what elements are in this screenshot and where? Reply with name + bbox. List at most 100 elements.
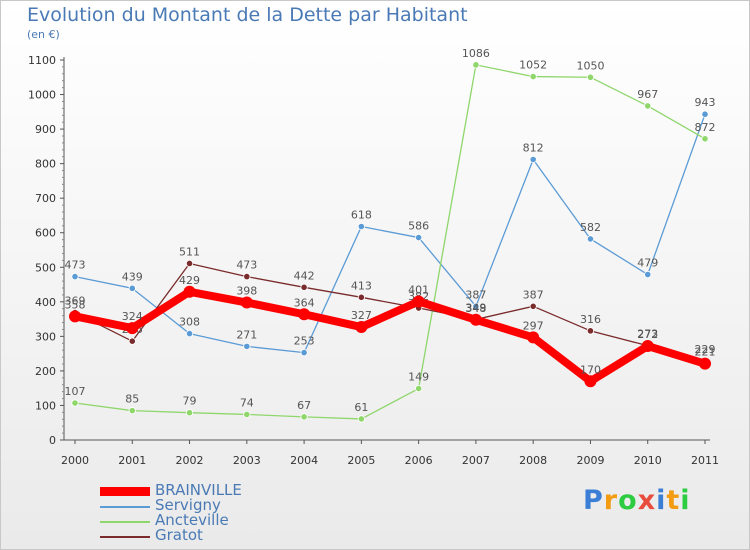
data-point-servigny	[415, 233, 423, 242]
data-point-servigny	[71, 272, 79, 281]
logo-letter: i	[656, 485, 667, 516]
data-label-gratot: 369	[65, 295, 86, 308]
x-tick-label: 2004	[290, 454, 318, 467]
data-label-ancteville: 1050	[576, 59, 604, 72]
series-line-servigny	[74, 113, 706, 354]
x-tick-label: 2000	[61, 454, 89, 467]
data-label-servigny: 387	[465, 288, 486, 301]
x-tick-label: 2006	[405, 454, 433, 467]
data-point-servigny	[701, 110, 709, 118]
x-tick-label: 2009	[576, 454, 604, 467]
data-point-brainville	[69, 310, 81, 323]
data-point-gratot	[185, 259, 194, 268]
x-tick-label: 2011	[691, 454, 719, 467]
data-point-brainville	[527, 331, 540, 344]
y-tick-label: 100	[35, 399, 56, 412]
data-point-ancteville	[185, 409, 194, 417]
y-tick-label: 1000	[28, 89, 56, 102]
data-label-brainville: 327	[351, 309, 372, 322]
data-point-servigny	[586, 235, 595, 243]
data-point-ancteville	[128, 407, 136, 415]
logo-letter: r	[603, 485, 619, 516]
data-label-brainville: 170	[580, 363, 601, 376]
data-point-ancteville	[701, 135, 709, 143]
data-label-servigny: 586	[408, 220, 429, 233]
x-tick-label: 2001	[118, 454, 146, 467]
data-label-gratot: 511	[179, 245, 200, 258]
legend-swatch-gratot	[100, 536, 150, 538]
data-point-brainville	[240, 296, 253, 309]
data-point-servigny	[644, 270, 652, 279]
data-label-servigny: 943	[695, 96, 716, 109]
data-label-gratot: 473	[236, 259, 257, 272]
data-label-gratot: 387	[523, 288, 544, 301]
data-point-brainville	[183, 285, 196, 298]
data-label-brainville: 221	[695, 346, 716, 359]
data-point-gratot	[529, 302, 537, 310]
data-label-brainville: 364	[294, 296, 315, 309]
data-label-ancteville: 107	[65, 385, 86, 398]
data-point-servigny	[300, 348, 308, 357]
legend-swatch-brainville	[100, 487, 150, 496]
y-tick-label: 900	[35, 123, 56, 136]
y-tick-label: 400	[35, 296, 56, 309]
x-tick-label: 2002	[176, 454, 204, 467]
data-point-brainville	[469, 313, 482, 326]
data-label-ancteville: 149	[408, 371, 429, 384]
logo-letter: i	[680, 485, 691, 516]
proxiti-logo: Proxiti	[583, 485, 691, 516]
data-point-ancteville	[357, 415, 365, 423]
data-label-servigny: 253	[294, 335, 315, 348]
data-label-gratot: 349	[465, 301, 486, 314]
data-label-servigny: 308	[179, 316, 200, 329]
data-label-brainville: 297	[523, 319, 544, 332]
data-label-ancteville: 74	[240, 396, 254, 409]
x-tick-label: 2003	[233, 454, 261, 467]
logo-letter: x	[637, 485, 657, 516]
y-tick-label: 500	[35, 261, 56, 274]
y-tick-label: 700	[35, 192, 56, 205]
series-line-ancteville	[74, 64, 706, 420]
data-label-gratot: 316	[580, 313, 601, 326]
data-label-brainville: 401	[408, 283, 429, 296]
data-label-ancteville: 67	[297, 399, 311, 412]
x-tick-label: 2005	[347, 454, 375, 467]
data-label-brainville: 358	[65, 298, 86, 311]
data-point-gratot	[128, 337, 136, 345]
y-tick-label: 0	[49, 434, 56, 447]
y-tick-label: 300	[35, 330, 56, 343]
x-tick-label: 2010	[634, 454, 662, 467]
chart-title: Evolution du Montant de la Dette par Hab…	[27, 4, 468, 26]
x-tick-label: 2007	[462, 454, 490, 467]
y-tick-label: 200	[35, 365, 56, 378]
legend-swatch-ancteville	[100, 521, 150, 523]
data-label-gratot: 442	[294, 269, 315, 282]
data-label-brainville: 348	[465, 302, 486, 315]
data-point-brainville	[699, 357, 711, 370]
data-point-ancteville	[415, 384, 423, 393]
data-point-servigny	[128, 284, 136, 292]
data-point-ancteville	[586, 73, 595, 81]
data-label-ancteville: 85	[125, 393, 139, 406]
data-point-gratot	[300, 283, 308, 291]
data-point-gratot	[586, 327, 595, 335]
data-label-gratot: 273	[637, 328, 658, 341]
data-point-servigny	[357, 222, 365, 231]
data-label-ancteville: 1086	[462, 47, 490, 60]
x-tick-label: 2008	[519, 454, 547, 467]
data-label-brainville: 324	[122, 310, 143, 323]
data-label-servigny: 439	[122, 270, 143, 283]
legend-swatch-servigny	[100, 506, 150, 508]
data-point-brainville	[412, 295, 425, 308]
data-label-ancteville: 967	[637, 88, 658, 101]
data-label-gratot: 229	[695, 343, 716, 356]
legend-label-ancteville: Ancteville	[155, 511, 229, 529]
data-point-ancteville	[71, 399, 79, 407]
data-point-servigny	[185, 329, 194, 338]
legend-label-brainville: BRAINVILLE	[155, 481, 242, 499]
data-point-brainville	[355, 321, 368, 334]
unit-label: (en €)	[27, 28, 60, 41]
data-point-gratot	[243, 272, 251, 281]
